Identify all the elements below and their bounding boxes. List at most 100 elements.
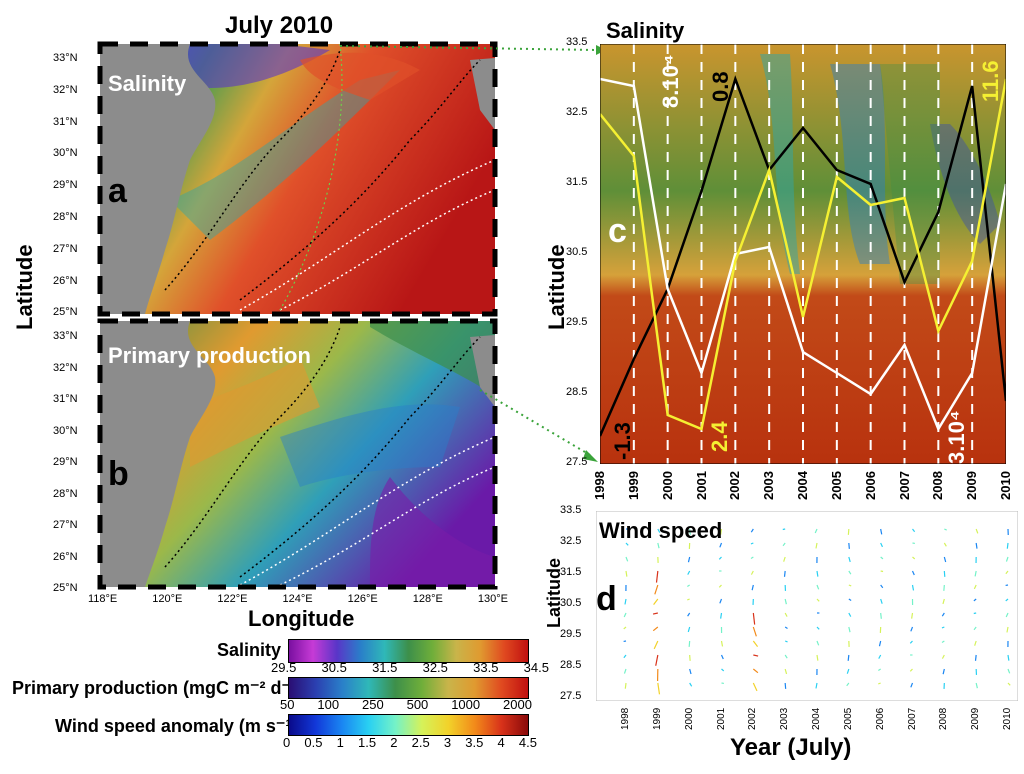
y-tick: 32.5 [560, 535, 582, 547]
wind-vector [942, 668, 945, 675]
x-tick: 2002 [747, 707, 759, 730]
x-tick: 2004 [795, 471, 810, 500]
colorbar-pp-ticks: 50 100 250 500 1000 2000 [280, 697, 532, 712]
lat-tick: 29°N [53, 456, 78, 468]
lat-tick: 29°N [53, 179, 78, 192]
lon-tick: 122°E [217, 593, 248, 605]
wind-vector [815, 542, 818, 549]
wind-vector [941, 654, 945, 659]
lat-tick: 26°N [53, 274, 78, 287]
wind-vector [752, 682, 758, 692]
wind-vector [816, 584, 820, 590]
wind-vector [623, 612, 627, 618]
y-tick: 30.5 [560, 597, 582, 609]
wind-vector [942, 598, 945, 605]
lon-tick: 120°E [152, 593, 183, 605]
panel-d-letter: d [596, 580, 617, 618]
lat-tick: 30°N [53, 147, 78, 160]
wind-vector [880, 598, 883, 604]
wind-vector [752, 668, 759, 674]
wind-vector [1005, 556, 1009, 562]
colorbar-wind-title: Wind speed anomaly (m s⁻¹) [55, 716, 298, 736]
wind-vector [1005, 598, 1009, 602]
wind-vector [625, 556, 629, 562]
cbar-tick: 250 [361, 697, 384, 712]
lat-tick: 33°N [53, 52, 78, 64]
x-tick: 2010 [1002, 707, 1013, 730]
lat-tick: 33°N [53, 330, 78, 342]
cbar-tick: 0 [283, 735, 291, 750]
wind-vector [687, 626, 691, 633]
colorbar-pp [288, 677, 529, 699]
map-b-lon-ticks: 118°E 120°E 122°E 124°E 126°E 128°E 130°… [88, 593, 508, 605]
wind-vector [653, 640, 659, 650]
x-tick: 2004 [811, 707, 822, 730]
wind-vector [655, 570, 659, 583]
x-tick: 2008 [938, 707, 950, 730]
colorbar-salinity [288, 639, 529, 663]
wind-vector [848, 598, 852, 601]
figure-title: July 2010 [225, 12, 334, 39]
x-tick: 2009 [964, 471, 980, 500]
y-tick: 33.5 [566, 36, 588, 48]
wind-vector [878, 640, 882, 647]
y-tick: 29.5 [560, 628, 582, 640]
wind-vector [654, 584, 659, 595]
wind-vector [657, 542, 660, 549]
cbar-tick: 0.5 [304, 735, 323, 750]
cbar-tick: 3.5 [465, 735, 484, 750]
lat-tick: 28°N [53, 210, 78, 223]
wind-vector [718, 584, 722, 588]
panel-c-annotation: 8.10⁴ [658, 54, 683, 108]
colorbar-wind [288, 714, 529, 736]
wind-vector [1007, 682, 1011, 686]
x-tick: 2006 [874, 707, 886, 730]
wind-vector [848, 556, 851, 563]
wind-vector [653, 598, 659, 605]
wind-vector [911, 584, 915, 591]
wind-vector [751, 584, 754, 591]
wind-vector [689, 528, 691, 535]
map-xlabel: Longitude [248, 606, 355, 631]
lat-tick: 27°N [53, 519, 78, 531]
wind-vector [625, 542, 629, 546]
lat-tick: 31°N [53, 115, 78, 128]
wind-vector [912, 528, 916, 533]
wind-vector [816, 598, 820, 602]
wind-vector [944, 528, 947, 531]
panel-c-plot [600, 44, 1006, 464]
map-b [97, 318, 498, 590]
wind-vector [623, 654, 627, 659]
wind-vector [1007, 668, 1011, 674]
lon-tick: 126°E [347, 593, 378, 605]
wind-vector [910, 626, 914, 632]
cbar-tick: 4.5 [518, 735, 537, 750]
wind-vector [848, 584, 852, 587]
panel-d-yticks: 33.5 32.5 31.5 30.5 29.5 28.5 27.5 [560, 504, 594, 704]
wind-vector [974, 570, 977, 577]
wind-vector [750, 556, 754, 559]
panel-c-annotation: 11.6 [978, 60, 1003, 102]
y-tick: 30.5 [566, 246, 588, 258]
y-tick: 28.5 [560, 659, 582, 671]
x-tick: 2009 [970, 707, 982, 730]
lat-tick: 30°N [53, 424, 78, 437]
wind-vector [816, 570, 819, 577]
wind-vector [974, 640, 977, 646]
wind-vector [880, 542, 884, 548]
wind-vector [816, 626, 820, 630]
wind-vector [718, 556, 722, 560]
cbar-tick: 2.5 [411, 735, 430, 750]
colorbar-salinity-title: Salinity [217, 640, 282, 660]
x-tick: 2000 [683, 707, 695, 730]
wind-vector [911, 570, 915, 576]
wind-vector [943, 556, 947, 563]
wind-vector [1005, 612, 1009, 618]
cbar-tick: 32.5 [422, 660, 448, 675]
y-tick: 27.5 [560, 690, 582, 702]
wind-vector [878, 654, 882, 659]
wind-vector [975, 528, 979, 534]
wind-vector [784, 626, 788, 629]
wind-vector [752, 626, 757, 637]
panel-c-annotation: -1.3 [610, 422, 635, 460]
